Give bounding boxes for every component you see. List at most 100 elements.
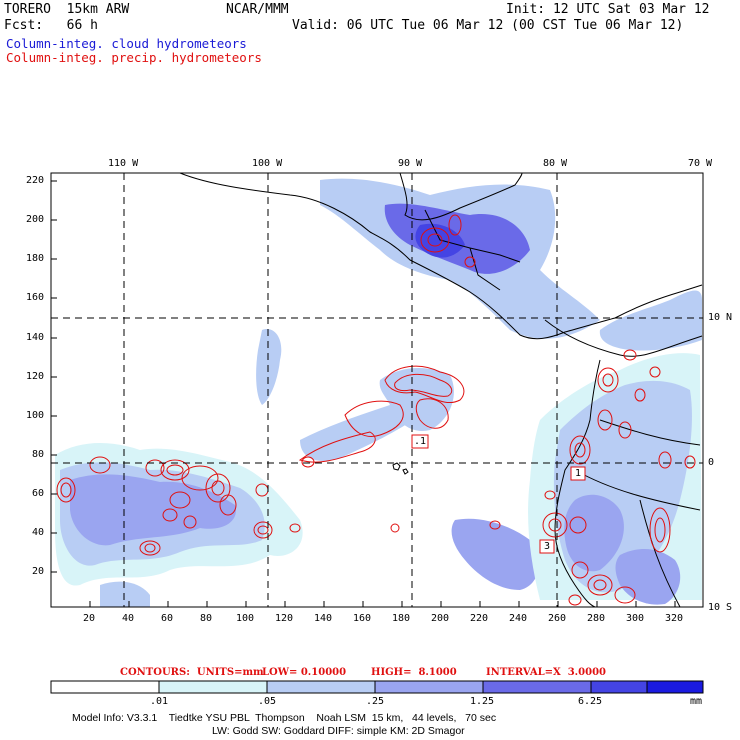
lon-label: 90 W	[398, 158, 423, 169]
contour-label: 3	[544, 541, 551, 552]
lon-label: 110 W	[108, 158, 139, 169]
precip-contour	[144, 543, 156, 553]
x-tick-label: 280	[587, 613, 606, 624]
contour-units: CONTOURS: UNITS=mm	[120, 667, 264, 678]
precip-contour	[394, 373, 453, 397]
border	[574, 469, 701, 511]
precip-contour	[344, 400, 404, 437]
precip-contour	[139, 540, 161, 556]
precip-contour	[593, 579, 607, 591]
cloud-patch	[615, 548, 681, 605]
physics-info: LW: Godd SW: Goddard DIFF: simple KM: 2D…	[212, 725, 465, 737]
y-tick-label: 180	[26, 253, 45, 264]
lon-label: 70 W	[688, 158, 713, 169]
precip-contour	[420, 227, 450, 253]
x-tick-label: 260	[548, 613, 567, 624]
precip-contour	[569, 435, 591, 465]
valid-time: Valid: 06 UTC Tue 06 Mar 12 (00 CST Tue …	[292, 18, 684, 33]
precip-contour	[166, 464, 184, 476]
precip-contour	[658, 451, 672, 469]
precip-contour	[574, 442, 586, 458]
cloud-patch	[300, 399, 421, 461]
precip-legend: Column-integ. precip. hydrometeors	[6, 50, 262, 65]
border	[469, 247, 501, 291]
cloud-patch	[564, 494, 624, 572]
x-tick-label: 320	[665, 613, 684, 624]
precip-contour	[684, 455, 696, 469]
precip-contour	[597, 367, 619, 393]
x-tick-label: 240	[509, 613, 528, 624]
x-tick-label: 180	[392, 613, 411, 624]
lon-label: 100 W	[252, 158, 283, 169]
precip-contour	[253, 521, 273, 539]
precip-contour	[183, 515, 197, 529]
precip-contour	[162, 508, 178, 522]
x-tick-label: 60	[161, 613, 174, 624]
coastline	[554, 359, 601, 607]
cloud-patch	[451, 518, 539, 590]
lat-label: 10 S	[708, 602, 733, 613]
y-tick-label: 160	[26, 292, 45, 303]
y-tick-label: 100	[26, 410, 45, 421]
cloud-patch	[599, 290, 702, 351]
y-tick-label: 200	[26, 214, 45, 225]
precip-contour	[489, 520, 501, 530]
colorbar-label: .01	[150, 696, 169, 707]
border	[599, 419, 701, 446]
colorbar-unit: mm	[690, 696, 703, 707]
x-tick-label: 100	[236, 613, 255, 624]
contour-low: LOW= 0.10000	[262, 667, 347, 678]
contour-high: HIGH= 8.1000	[371, 667, 457, 678]
precip-contour	[544, 490, 556, 500]
precip-contour	[597, 409, 613, 431]
colorbar	[50, 680, 704, 694]
y-axis-ticks	[51, 180, 57, 573]
colorbar-label: .25	[366, 696, 385, 707]
init-time: Init: 12 UTC Sat 03 Mar 12	[506, 2, 710, 17]
y-tick-label: 120	[26, 371, 45, 382]
cloud-patch	[379, 368, 454, 431]
x-tick-label: 80	[200, 613, 213, 624]
precip-contour	[415, 398, 449, 429]
x-tick-label: 300	[626, 613, 645, 624]
precip-contour	[571, 561, 589, 579]
precip-contour	[649, 366, 661, 378]
precip-contours	[56, 214, 696, 606]
precip-contour	[219, 494, 237, 516]
cloud-patch	[256, 329, 282, 405]
x-tick-label: 20	[83, 613, 96, 624]
colorbar-label: .05	[258, 696, 277, 707]
precip-contour	[448, 214, 462, 236]
precip-contour	[89, 456, 111, 474]
precip-contour	[301, 456, 315, 468]
x-tick-label: 40	[122, 613, 135, 624]
x-tick-label: 200	[431, 613, 450, 624]
coastline	[399, 173, 523, 221]
cloud-patch	[70, 474, 236, 546]
precip-contour	[602, 373, 614, 387]
x-tick-label: 120	[275, 613, 294, 624]
x-tick-label: 220	[470, 613, 489, 624]
precip-contour	[257, 525, 269, 535]
precip-contour	[464, 256, 476, 268]
precip-contour	[181, 465, 219, 491]
precip-contour	[587, 574, 613, 596]
y-tick-label: 40	[32, 527, 45, 538]
x-tick-label: 140	[314, 613, 333, 624]
precip-contour	[56, 477, 76, 503]
coastline	[544, 319, 703, 357]
forecast-hour: Fcst: 66 h	[4, 18, 98, 33]
precip-contour	[548, 518, 562, 532]
precip-contour	[160, 459, 190, 481]
contour-label-boxes	[411, 434, 586, 554]
contour-label: 1	[575, 468, 582, 479]
precip-contour	[145, 459, 165, 477]
precip-contour	[169, 491, 191, 509]
precip-contour	[618, 421, 632, 439]
map-frame	[50, 172, 704, 608]
y-tick-label: 60	[32, 488, 45, 499]
precip-contour	[289, 523, 301, 533]
precip-contour	[390, 523, 400, 533]
colorbar-label: 6.25	[578, 696, 603, 707]
